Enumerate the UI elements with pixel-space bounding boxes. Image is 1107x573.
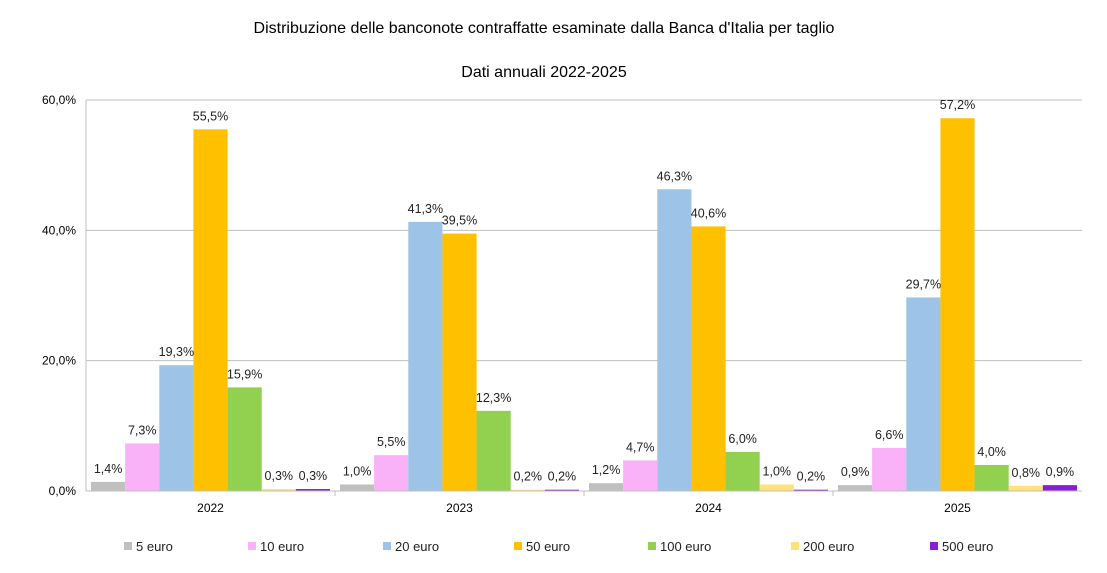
data-label: 7,3%: [128, 423, 157, 437]
bar-500-euro-2024: [793, 489, 828, 492]
bar-10-euro-2024: [623, 460, 658, 491]
bar-20-euro-2025: [906, 297, 941, 491]
data-labels: 1,4% 7,3% 19,3% 55,5% 15,9% 0,3% 0,3% 1,0% 5,5% 4…: [94, 98, 1074, 483]
data-label: 0,8%: [1012, 466, 1041, 480]
y-tick-label: 40,0%: [42, 223, 76, 237]
data-label: 12,3%: [476, 391, 511, 405]
data-label: 1,2%: [592, 463, 621, 477]
legend-swatch: [930, 542, 938, 550]
x-tick-label: 2024: [695, 501, 722, 515]
chart-subtitle: Dati annuali 2022-2025: [461, 64, 627, 81]
bar-50-euro-2025: [940, 118, 975, 491]
bar-50-euro-2024: [691, 226, 726, 491]
bars: [91, 118, 1077, 492]
data-label: 19,3%: [159, 345, 194, 359]
y-tick-label: 60,0%: [42, 93, 76, 107]
bar-20-euro-2023: [408, 221, 443, 491]
bar-10-euro-2022: [125, 443, 160, 491]
legend-swatch: [791, 542, 799, 550]
bar-500-euro-2022: [295, 489, 330, 491]
data-label: 1,0%: [343, 464, 372, 478]
y-tick-label: 20,0%: [42, 354, 76, 368]
data-label: 0,2%: [548, 470, 577, 484]
bar-5-euro-2023: [340, 484, 375, 491]
data-label: 1,4%: [94, 462, 123, 476]
data-label: 57,2%: [940, 98, 975, 112]
bar-100-euro-2022: [227, 387, 262, 491]
data-label: 39,5%: [442, 214, 477, 228]
legend-swatch: [248, 542, 256, 550]
bar-50-euro-2023: [442, 233, 477, 491]
legend-swatch: [383, 542, 391, 550]
bar-500-euro-2023: [544, 489, 579, 492]
data-label: 5,5%: [377, 435, 406, 449]
data-label: 0,2%: [514, 470, 543, 484]
data-label: 0,3%: [265, 469, 294, 483]
data-label: 0,9%: [841, 465, 870, 479]
legend-swatch: [648, 542, 656, 550]
legend-label: 200 euro: [803, 539, 854, 554]
data-label: 1,0%: [763, 464, 792, 478]
data-label: 0,9%: [1046, 465, 1075, 479]
legend-label: 500 euro: [942, 539, 993, 554]
data-label: 55,5%: [193, 109, 228, 123]
bar-20-euro-2024: [657, 189, 692, 492]
data-label: 46,3%: [657, 169, 692, 183]
data-label: 40,6%: [691, 206, 726, 220]
data-label: 0,2%: [797, 470, 826, 484]
bar-100-euro-2023: [476, 410, 511, 491]
legend-label: 20 euro: [395, 539, 439, 554]
legend-label: 10 euro: [260, 539, 304, 554]
data-label: 29,7%: [906, 277, 941, 291]
bar-5-euro-2025: [838, 485, 873, 491]
data-label: 4,0%: [977, 445, 1006, 459]
axes: 0,0% 20,0% 40,0% 60,0% 2022 2023 2024 2025: [42, 93, 1082, 515]
bar-200-euro-2025: [1008, 485, 1043, 491]
data-label: 6,0%: [728, 432, 757, 446]
bar-5-euro-2022: [91, 481, 126, 491]
bar-20-euro-2022: [159, 365, 194, 491]
y-tick-label: 0,0%: [49, 484, 77, 498]
data-label: 41,3%: [408, 202, 443, 216]
bar-5-euro-2024: [589, 483, 624, 491]
x-tick-label: 2025: [944, 501, 971, 515]
x-tick-label: 2022: [197, 501, 224, 515]
bar-200-euro-2024: [759, 484, 794, 491]
bar-500-euro-2025: [1042, 485, 1077, 491]
legend-label: 5 euro: [136, 539, 173, 554]
data-label: 6,6%: [875, 428, 904, 442]
bar-100-euro-2024: [725, 451, 760, 491]
x-tick-label: 2023: [446, 501, 473, 515]
bar-10-euro-2023: [374, 455, 409, 491]
legend-label: 100 euro: [660, 539, 711, 554]
bar-10-euro-2025: [872, 447, 907, 491]
bar-100-euro-2025: [974, 464, 1009, 491]
legend-swatch: [124, 542, 132, 550]
bar-200-euro-2023: [510, 489, 545, 492]
chart-title: Distribuzione delle banconote contraffat…: [254, 20, 835, 37]
data-label: 15,9%: [227, 367, 262, 381]
legend: 5 euro 10 euro 20 euro 50 euro 100 euro 200 e…: [124, 539, 993, 554]
data-label: 0,3%: [299, 469, 328, 483]
bar-200-euro-2022: [261, 489, 296, 491]
data-label: 4,7%: [626, 440, 655, 454]
legend-label: 50 euro: [526, 539, 570, 554]
legend-swatch: [514, 542, 522, 550]
bar-50-euro-2022: [193, 129, 228, 491]
